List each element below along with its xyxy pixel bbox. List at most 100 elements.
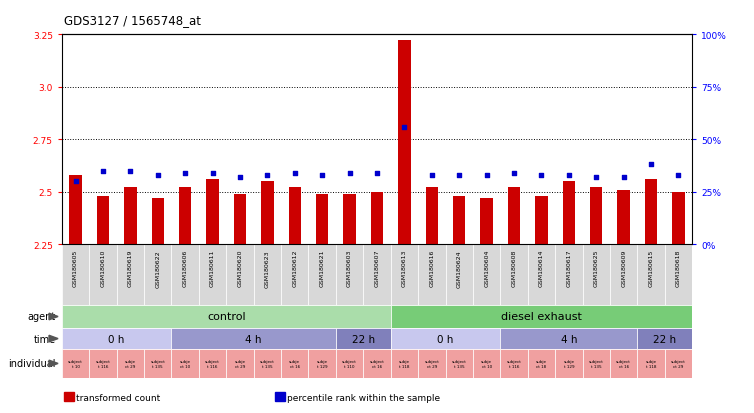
Bar	[171, 349, 199, 378]
Point	[480, 172, 492, 179]
Text: GSM180618: GSM180618	[676, 249, 681, 287]
Bar	[308, 349, 336, 378]
Bar	[508, 188, 520, 244]
Text: 22 h: 22 h	[351, 334, 375, 344]
Text: subje
ct 10: subje ct 10	[179, 359, 191, 368]
Bar	[117, 244, 144, 305]
Bar	[480, 199, 493, 244]
Text: control: control	[207, 312, 246, 322]
Bar	[446, 349, 473, 378]
Text: GSM180606: GSM180606	[182, 249, 188, 287]
Point	[262, 172, 274, 179]
Bar	[62, 349, 89, 378]
Bar	[426, 188, 438, 244]
Bar	[171, 244, 199, 305]
Text: subject
t 110: subject t 110	[342, 359, 357, 368]
Text: GSM180612: GSM180612	[293, 249, 297, 287]
Point	[618, 174, 630, 181]
Text: subject
t 116: subject t 116	[96, 359, 110, 368]
Point	[453, 172, 465, 179]
Text: GSM180625: GSM180625	[593, 249, 599, 287]
Text: GSM180615: GSM180615	[648, 249, 654, 287]
Bar	[253, 244, 281, 305]
Bar	[418, 244, 446, 305]
Bar	[590, 188, 602, 244]
Bar	[89, 244, 117, 305]
Point	[508, 170, 520, 177]
Bar	[343, 194, 356, 244]
Point	[562, 172, 575, 179]
Text: subje
t 118: subje t 118	[399, 359, 410, 368]
Point	[69, 178, 81, 185]
Bar	[473, 244, 501, 305]
Bar	[501, 328, 637, 349]
Text: 4 h: 4 h	[560, 334, 577, 344]
Text: GSM180616: GSM180616	[429, 249, 434, 287]
Text: GSM180624: GSM180624	[457, 249, 461, 287]
Bar	[144, 349, 171, 378]
Point	[97, 168, 109, 175]
Bar	[363, 244, 391, 305]
Bar	[308, 244, 336, 305]
Text: percentile rank within the sample: percentile rank within the sample	[287, 393, 440, 402]
Text: 4 h: 4 h	[245, 334, 262, 344]
Text: subje
ct 10: subje ct 10	[481, 359, 492, 368]
Bar	[363, 349, 391, 378]
Bar	[665, 244, 692, 305]
Bar	[261, 182, 274, 244]
Bar	[62, 244, 89, 305]
Bar	[144, 244, 171, 305]
Bar	[637, 349, 665, 378]
Bar	[391, 305, 692, 328]
Bar	[226, 349, 253, 378]
Text: agent: agent	[27, 312, 56, 322]
Text: GSM180617: GSM180617	[566, 249, 572, 287]
Text: 0 h: 0 h	[109, 334, 125, 344]
Bar	[673, 192, 685, 244]
Text: subje
t 129: subje t 129	[563, 359, 575, 368]
Text: subject
t 135: subject t 135	[452, 359, 467, 368]
Bar	[253, 349, 281, 378]
Bar	[117, 349, 144, 378]
Text: GSM180603: GSM180603	[347, 249, 352, 287]
Bar	[555, 349, 583, 378]
Bar	[199, 349, 226, 378]
Text: transformed count: transformed count	[76, 393, 161, 402]
Text: time: time	[33, 334, 56, 344]
Bar	[62, 328, 171, 349]
Text: diesel exhaust: diesel exhaust	[501, 312, 582, 322]
Bar	[199, 244, 226, 305]
Text: GSM180611: GSM180611	[210, 249, 215, 287]
Text: subject
t 10: subject t 10	[68, 359, 83, 368]
Bar	[234, 194, 246, 244]
Bar	[501, 349, 528, 378]
Point	[398, 124, 410, 131]
Bar	[398, 41, 411, 244]
Text: subje
ct 18: subje ct 18	[536, 359, 547, 368]
Bar	[453, 196, 465, 244]
Text: subject
t 116: subject t 116	[205, 359, 220, 368]
Bar	[62, 305, 391, 328]
Bar	[535, 196, 547, 244]
Bar	[289, 188, 301, 244]
Point	[344, 170, 356, 177]
Bar	[501, 244, 528, 305]
Text: GSM180605: GSM180605	[73, 249, 78, 287]
Point	[426, 172, 438, 179]
Bar	[618, 190, 630, 244]
Text: subje
t 129: subje t 129	[317, 359, 328, 368]
Text: GSM180614: GSM180614	[539, 249, 544, 287]
Text: subject
ct 29: subject ct 29	[671, 359, 686, 368]
Point	[289, 170, 301, 177]
Point	[535, 172, 547, 179]
Bar	[418, 349, 446, 378]
Text: subje
ct 29: subje ct 29	[234, 359, 246, 368]
Text: 0 h: 0 h	[437, 334, 454, 344]
Bar	[645, 180, 657, 244]
Bar	[528, 244, 555, 305]
Bar	[637, 328, 692, 349]
Text: GSM180622: GSM180622	[155, 249, 161, 287]
Text: subje
t 118: subje t 118	[645, 359, 657, 368]
Bar	[665, 349, 692, 378]
Point	[645, 161, 657, 168]
